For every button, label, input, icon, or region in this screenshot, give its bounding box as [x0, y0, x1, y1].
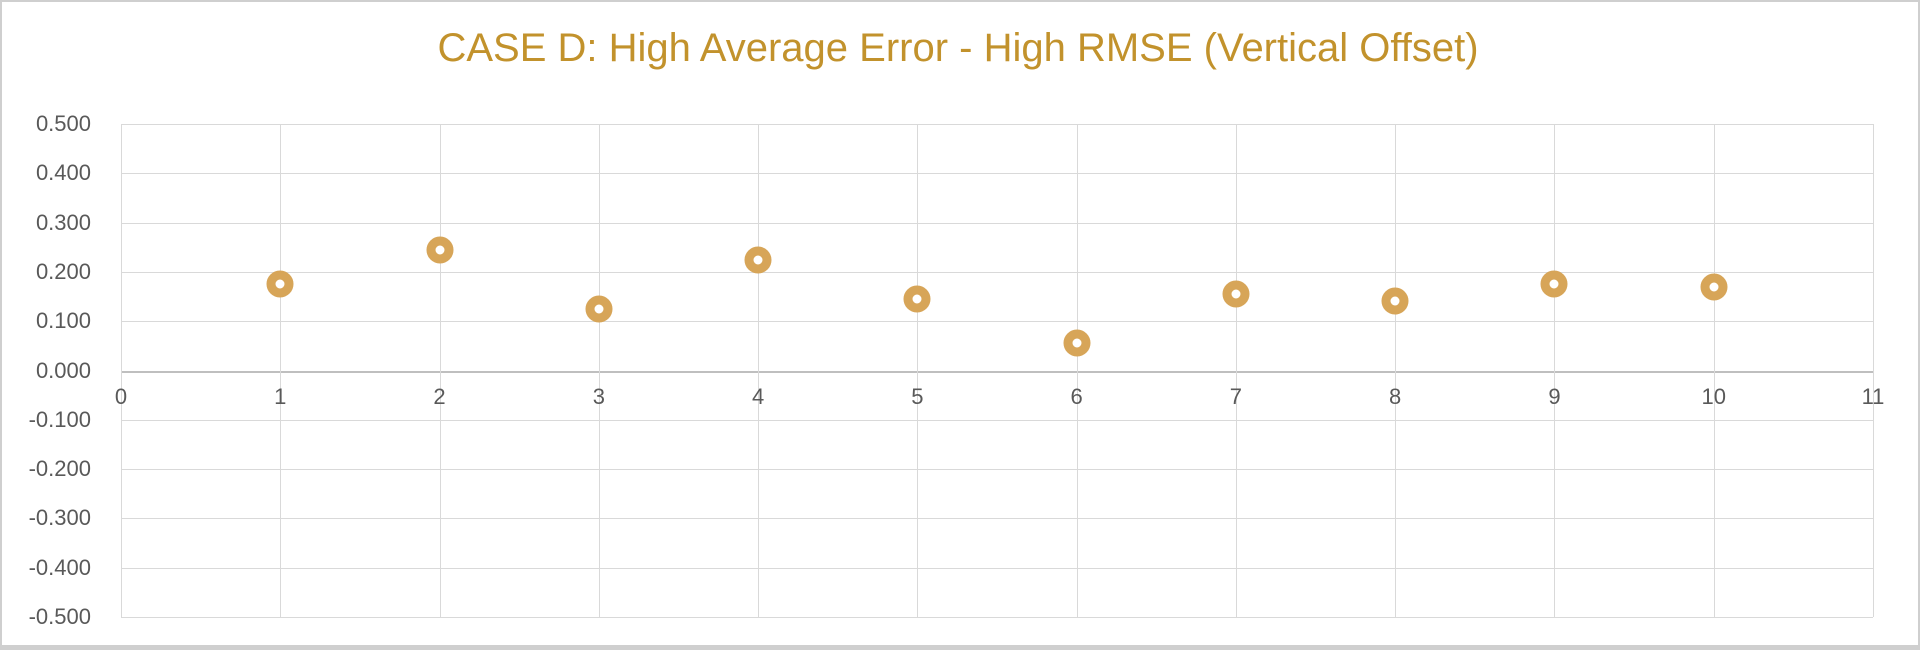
vertical-gridline	[121, 124, 122, 617]
vertical-gridline	[1554, 124, 1556, 617]
x-tick-label: 0	[114, 383, 128, 409]
x-tick-label: 4	[751, 383, 765, 409]
y-tick-label: -0.200	[28, 456, 91, 482]
y-tick-label: -0.100	[28, 406, 91, 432]
horizontal-gridline	[121, 321, 1873, 323]
vertical-gridline	[1076, 124, 1078, 617]
x-tick-label: 8	[1389, 383, 1402, 409]
data-point-marker	[585, 295, 613, 323]
horizontal-gridline	[121, 173, 1873, 175]
vertical-gridline	[598, 124, 600, 617]
horizontal-gridline	[121, 518, 1873, 520]
horizontal-gridline	[121, 617, 1873, 618]
vertical-gridline	[1235, 124, 1237, 617]
y-tick-label: -0.400	[28, 554, 91, 580]
y-tick-label: 0.500	[35, 111, 91, 136]
x-tick-label: 1	[274, 383, 287, 409]
horizontal-gridline	[121, 222, 1873, 224]
x-tick-label: 2	[433, 383, 446, 409]
chart-title: CASE D: High Average Error - High RMSE (…	[437, 26, 1479, 70]
vertical-gridline	[1713, 124, 1715, 617]
y-tick-label: 0.000	[35, 357, 91, 383]
x-tick-label: 7	[1229, 383, 1243, 409]
x-tick-label: 10	[1701, 383, 1726, 409]
vertical-gridline	[1395, 124, 1397, 617]
data-point-marker	[1540, 270, 1568, 298]
vertical-gridline	[439, 124, 441, 617]
vertical-gridline	[280, 124, 282, 617]
y-tick-label: -0.300	[28, 505, 91, 531]
y-tick-label: 0.100	[35, 308, 91, 334]
data-point-marker	[744, 246, 772, 274]
vertical-gridline	[758, 124, 760, 617]
horizontal-gridline	[121, 271, 1873, 273]
horizontal-gridline	[121, 124, 1873, 125]
x-tick-label: 5	[911, 383, 924, 409]
data-point-marker	[1222, 280, 1250, 308]
plot-area	[121, 124, 1874, 618]
x-tick-label: 9	[1548, 383, 1561, 409]
horizontal-gridline	[121, 567, 1873, 569]
horizontal-gridline	[121, 419, 1873, 421]
y-tick-label: -0.500	[28, 604, 91, 629]
y-tick-label: 0.300	[35, 209, 91, 235]
x-tick-label: 11	[1861, 383, 1885, 409]
data-point-marker	[903, 285, 931, 313]
x-axis-zero-line	[121, 370, 1873, 373]
data-point-marker	[1381, 287, 1409, 315]
data-point-marker	[1063, 329, 1091, 357]
y-tick-label: 0.400	[35, 160, 91, 186]
x-tick-label: 6	[1070, 383, 1083, 409]
x-tick-label: 3	[592, 383, 605, 409]
data-point-marker	[426, 236, 454, 264]
horizontal-gridline	[121, 469, 1873, 471]
data-point-marker	[1700, 273, 1728, 301]
y-tick-label: 0.200	[35, 258, 91, 284]
data-point-marker	[266, 270, 294, 298]
vertical-gridline	[1873, 124, 1874, 617]
vertical-gridline	[917, 124, 919, 617]
